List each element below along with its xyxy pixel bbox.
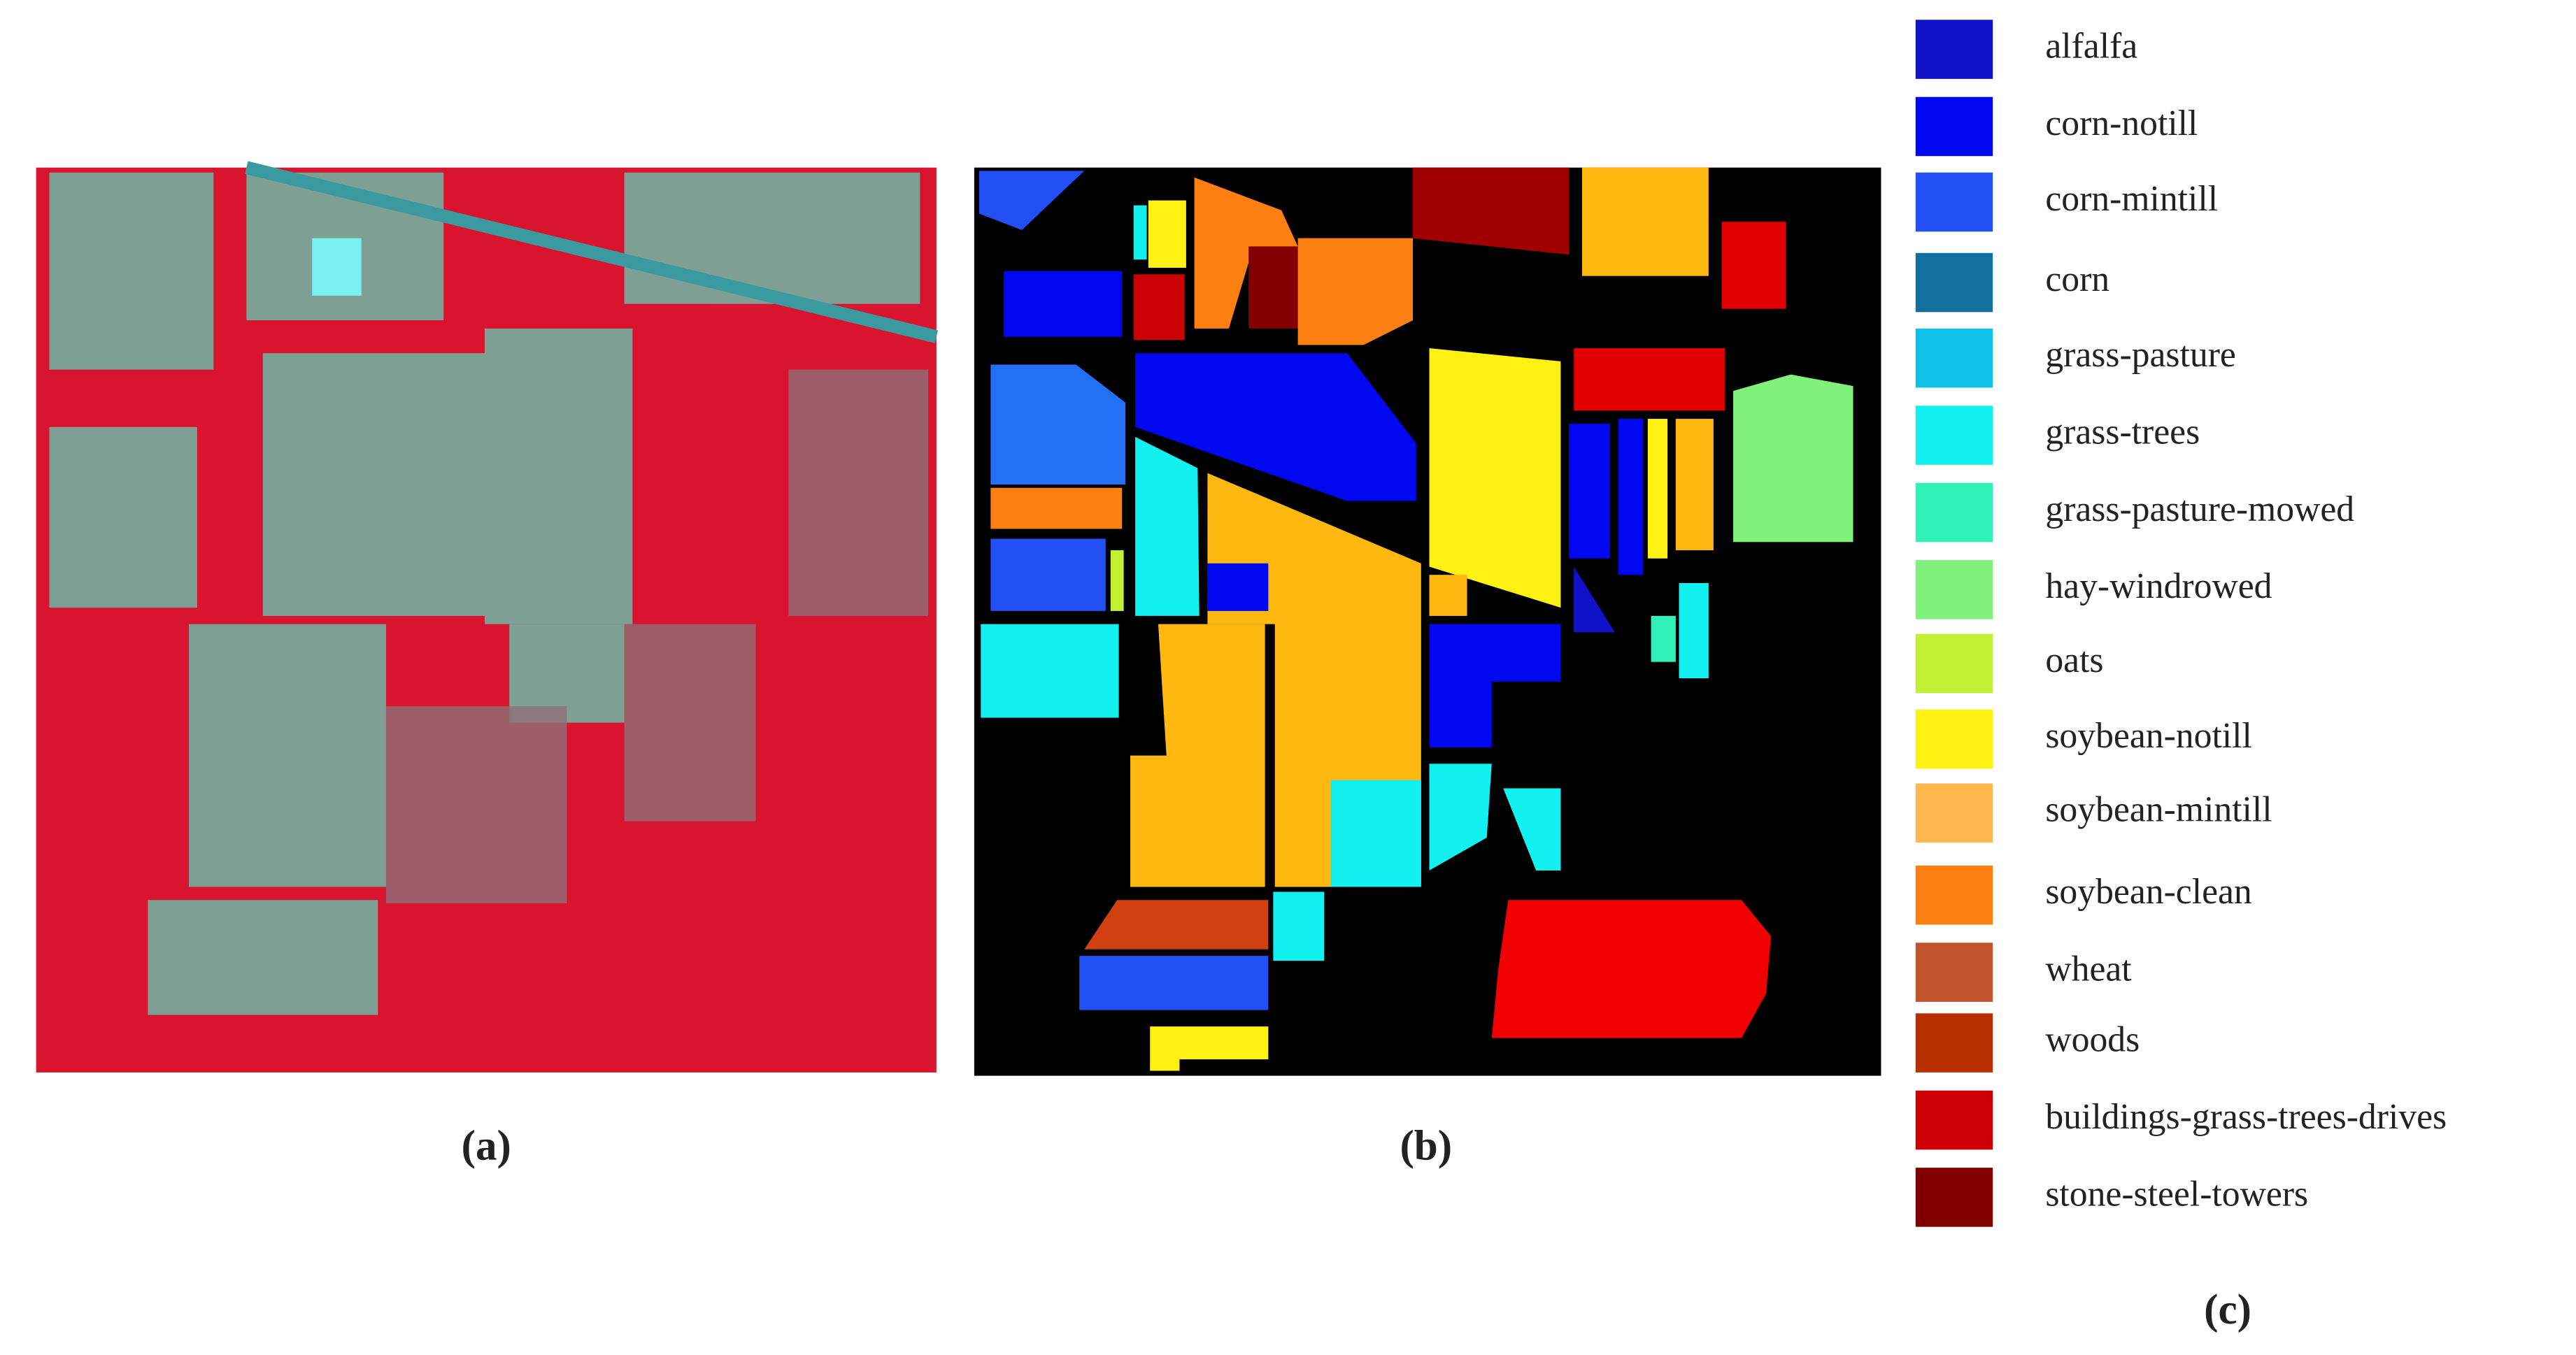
panel-label: (a) (462, 1122, 511, 1169)
legend-label: buildings-grass-trees-drives (2045, 1097, 2447, 1137)
legend-label: hay-windrowed (2045, 566, 2272, 606)
legend-swatch (1915, 560, 1993, 619)
legend-swatch (1915, 20, 1993, 79)
legend-label: wheat (2045, 949, 2132, 989)
legend-label: alfalfa (2045, 26, 2137, 66)
legend-label: woods (2045, 1019, 2140, 1059)
legend-swatch (1915, 633, 1993, 694)
legend-label: oats (2045, 640, 2103, 680)
legend-label: corn-mintill (2045, 179, 2218, 219)
legend-swatch (1915, 172, 1993, 232)
panel-label: (c) (2204, 1286, 2251, 1333)
ground-truth-map (974, 167, 1881, 1076)
legend-label: grass-trees (2045, 412, 2200, 452)
legend-label: grass-pasture-mowed (2045, 489, 2354, 529)
legend-label: corn (2045, 259, 2109, 299)
legend-swatch (1915, 783, 1993, 843)
panel-label: (b) (1400, 1122, 1452, 1169)
legend-swatch (1915, 96, 1993, 157)
legend-label: soybean-mintill (2045, 790, 2272, 830)
legend-swatch (1915, 252, 1993, 313)
legend-swatch (1915, 406, 1993, 465)
legend-swatch (1915, 328, 1993, 388)
legend-swatch (1915, 1168, 1993, 1227)
legend-label: soybean-clean (2045, 872, 2252, 912)
legend-label: corn-notill (2045, 103, 2198, 143)
legend-label: grass-pasture (2045, 335, 2236, 375)
false-color-image (36, 161, 939, 1073)
legend-swatch (1915, 942, 1993, 1002)
legend-swatch (1915, 865, 1993, 925)
legend-swatch (1915, 1090, 1993, 1150)
legend: alfalfa corn-notill corn-mintill corn grass-… (1915, 20, 2447, 1227)
legend-swatch (1915, 1013, 1993, 1073)
legend-label: stone-steel-towers (2045, 1174, 2308, 1214)
legend-label: soybean-notill (2045, 716, 2252, 756)
legend-swatch (1915, 709, 1993, 769)
legend-swatch (1915, 482, 1993, 543)
